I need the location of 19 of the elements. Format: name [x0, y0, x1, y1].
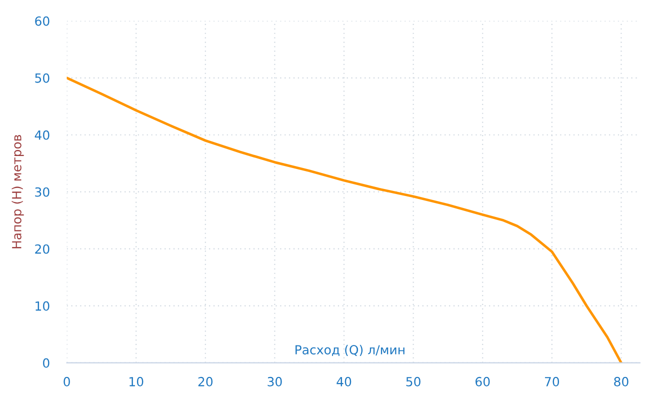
line-series: [66, 76, 622, 363]
x-tick-label: 70: [544, 376, 560, 386]
x-tick-label: 50: [406, 376, 420, 386]
x-tick-label: 40: [336, 376, 352, 386]
y-tick-label: 0: [43, 358, 50, 368]
y-tick-label: 10: [36, 301, 50, 311]
y-axis-title: Напор (H) метров: [12, 134, 24, 248]
x-tick-label: 80: [614, 376, 628, 386]
x-tick-label: 30: [268, 376, 282, 386]
y-tick-label: 60: [35, 16, 50, 26]
x-axis-title: Расход (Q) л/мин: [296, 344, 404, 356]
y-tick-label: 30: [35, 187, 50, 197]
x-tick-label: 0: [64, 376, 70, 386]
y-tick-label: 20: [35, 244, 50, 254]
y-tick-label: 40: [34, 130, 50, 140]
x-tick-label: 10: [130, 376, 144, 386]
x-tick-label: 20: [198, 376, 213, 386]
y-tick-label: 50: [35, 73, 50, 83]
x-tick-label: 60: [476, 376, 490, 386]
